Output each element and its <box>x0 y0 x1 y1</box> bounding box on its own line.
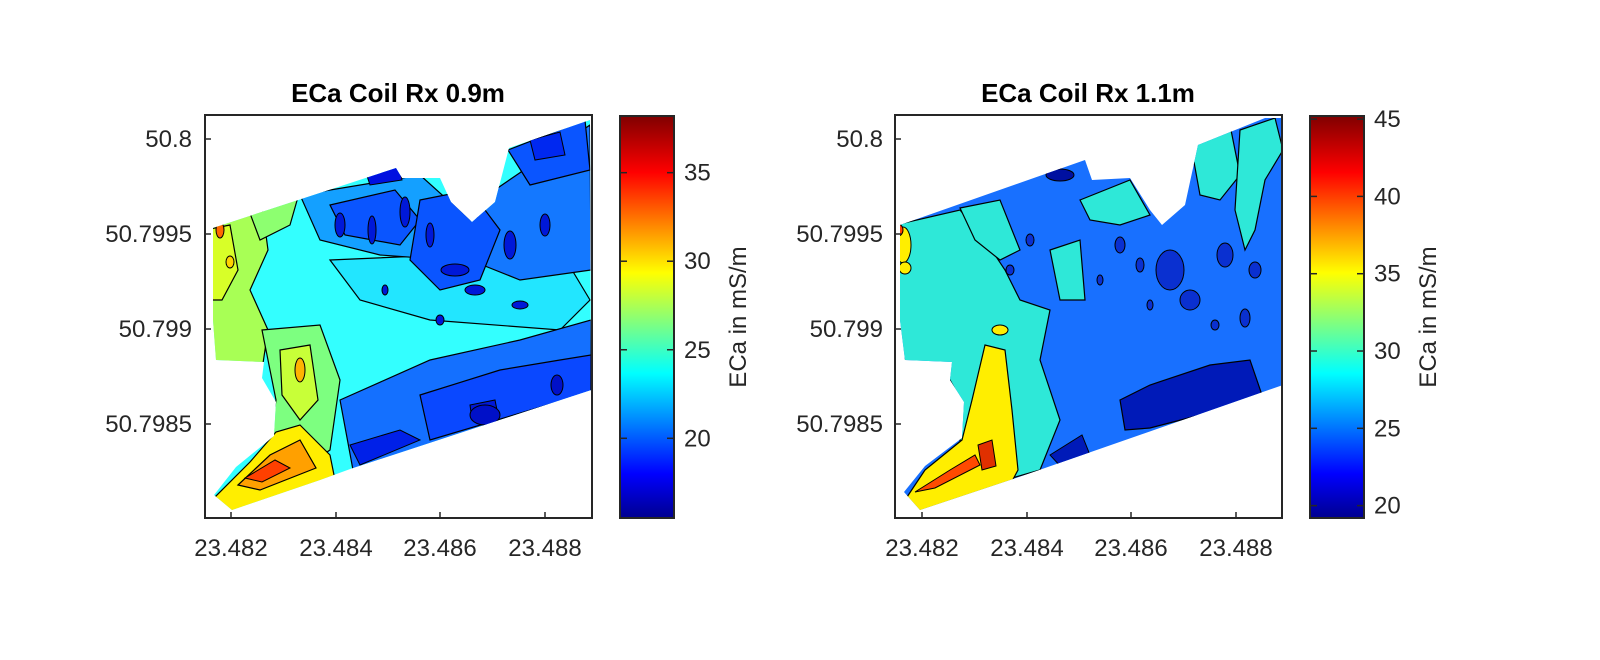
chart-panel-1: ECa Coil Rx 0.9m <box>105 78 752 562</box>
colorbar-tick-label: 30 <box>1374 338 1401 365</box>
x-tick-label: 23.484 <box>990 535 1063 562</box>
colorbar-tick-label: 20 <box>684 425 711 452</box>
x-tick-label: 23.482 <box>194 535 267 562</box>
ec-field-map <box>900 118 1283 510</box>
colorbar-tick-label: 35 <box>684 160 711 187</box>
chart-title: ECa Coil Rx 0.9m <box>291 78 505 108</box>
y-tick-label: 50.7985 <box>796 411 883 438</box>
colorbar-tick-label: 25 <box>684 337 711 364</box>
y-ticks: 50.8 50.7995 50.799 50.7985 <box>796 126 901 438</box>
chart-title: ECa Coil Rx 1.1m <box>981 78 1195 108</box>
y-tick-label: 50.799 <box>810 316 883 343</box>
ec-field-map <box>213 120 591 510</box>
x-tick-label: 23.482 <box>885 535 958 562</box>
y-tick-label: 50.7995 <box>796 221 883 248</box>
colorbar-ticks: 20 25 30 35 <box>620 160 711 452</box>
colorbar-label: ECa in mS/m <box>1415 246 1442 387</box>
y-ticks: 50.8 50.7995 50.799 50.7985 <box>105 126 211 438</box>
colorbar-tick-label: 30 <box>684 248 711 275</box>
y-tick-label: 50.7995 <box>105 221 192 248</box>
y-tick-label: 50.8 <box>145 126 192 153</box>
y-tick-label: 50.7985 <box>105 411 192 438</box>
x-tick-label: 23.488 <box>1199 535 1272 562</box>
x-tick-label: 23.486 <box>403 535 476 562</box>
colorbar-gradient <box>1309 115 1365 519</box>
colorbar: 20 25 30 35 40 45 ECa in mS/m <box>1309 106 1442 520</box>
colorbar-ticks: 20 25 30 35 40 45 <box>1310 106 1401 520</box>
colorbar-tick-label: 20 <box>1374 493 1401 520</box>
chart-panel-2: ECa Coil Rx 1.1m <box>796 78 1442 562</box>
x-tick-label: 23.486 <box>1094 535 1167 562</box>
x-tick-label: 23.484 <box>299 535 372 562</box>
plot-frame <box>894 114 1283 519</box>
x-ticks: 23.482 23.484 23.486 23.488 <box>885 512 1273 562</box>
colorbar-gradient <box>619 115 675 519</box>
x-ticks: 23.482 23.484 23.486 23.488 <box>194 512 582 562</box>
colorbar-tick-label: 45 <box>1374 106 1401 133</box>
y-tick-label: 50.799 <box>119 316 192 343</box>
colorbar-tick-label: 25 <box>1374 415 1401 442</box>
colorbar: 20 25 30 35 ECa in mS/m <box>619 115 752 519</box>
colorbar-tick-label: 35 <box>1374 261 1401 288</box>
y-tick-label: 50.8 <box>836 126 883 153</box>
x-tick-label: 23.488 <box>508 535 581 562</box>
colorbar-label: ECa in mS/m <box>725 246 752 387</box>
colorbar-tick-label: 40 <box>1374 183 1401 210</box>
plot-frame <box>204 114 593 519</box>
